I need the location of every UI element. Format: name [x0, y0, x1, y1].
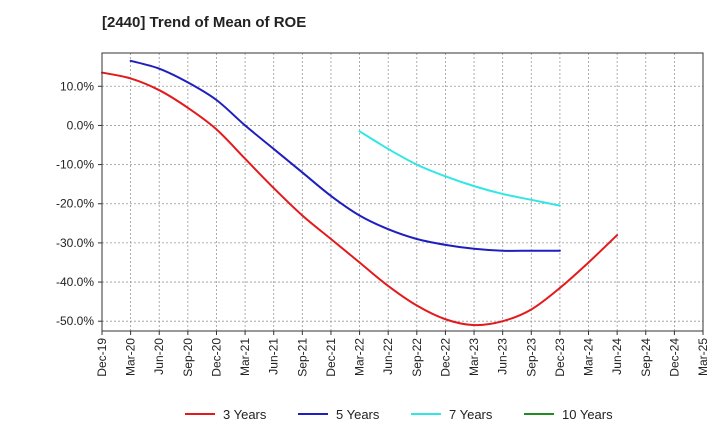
x-tick-label: Dec-22 — [438, 338, 452, 377]
legend: 3 Years 5 Years 7 Years 10 Years — [185, 407, 613, 422]
series-line-3-years — [101, 71, 619, 327]
chart-title: [2440] Trend of Mean of ROE — [102, 14, 306, 31]
y-tick-label: 10.0% — [60, 79, 94, 93]
x-tick-label: Mar-25 — [696, 338, 710, 376]
x-tick-label: Dec-19 — [95, 338, 109, 377]
x-tick-label: Sep-22 — [410, 338, 424, 377]
x-tick-label: Sep-24 — [639, 338, 653, 377]
legend-label-3-years: 3 Years — [223, 407, 267, 422]
x-tick-label: Jun-21 — [267, 338, 281, 375]
y-tick-label: -20.0% — [56, 197, 94, 211]
y-tick-label: -30.0% — [56, 236, 94, 250]
x-tick-label: Jun-23 — [496, 338, 510, 375]
x-tick-label: Dec-23 — [553, 338, 567, 377]
x-tick-label: Sep-21 — [295, 338, 309, 377]
x-tick-label: Jun-20 — [152, 338, 166, 375]
legend-label-10-years: 10 Years — [562, 407, 613, 422]
x-tick-label: Sep-20 — [181, 338, 195, 377]
y-tick-label: 0.0% — [67, 118, 95, 132]
y-tick-label: -50.0% — [56, 314, 94, 328]
x-tick-label: Dec-21 — [324, 338, 338, 377]
series-lines — [101, 59, 619, 327]
legend-label-7-years: 7 Years — [449, 407, 493, 422]
x-axis: Dec-19 Mar-20 Jun-20 Sep-20 Dec-20 Mar-21 Jun-… — [95, 331, 710, 377]
y-tick-label: -10.0% — [56, 158, 94, 172]
legend-label-5-years: 5 Years — [336, 407, 380, 422]
x-tick-label: Jun-24 — [610, 338, 624, 375]
x-tick-label: Dec-24 — [667, 338, 681, 377]
y-tick-label: -40.0% — [56, 275, 94, 289]
x-tick-label: Mar-23 — [467, 338, 481, 376]
x-tick-label: Mar-22 — [353, 338, 367, 376]
grid — [102, 53, 703, 331]
x-tick-label: Dec-20 — [209, 338, 223, 377]
y-axis: 10.0% 0.0% -10.0% -20.0% -30.0% -40.0% -50.0% — [56, 79, 102, 328]
series-line-5-years — [129, 59, 561, 252]
series-line-7-years — [358, 130, 561, 207]
plot-area-frame — [101, 52, 704, 332]
x-tick-label: Mar-21 — [238, 338, 252, 376]
x-tick-label: Jun-22 — [381, 338, 395, 375]
x-tick-label: Mar-20 — [124, 338, 138, 376]
x-tick-label: Sep-23 — [524, 338, 538, 377]
x-tick-label: Mar-24 — [582, 338, 596, 376]
